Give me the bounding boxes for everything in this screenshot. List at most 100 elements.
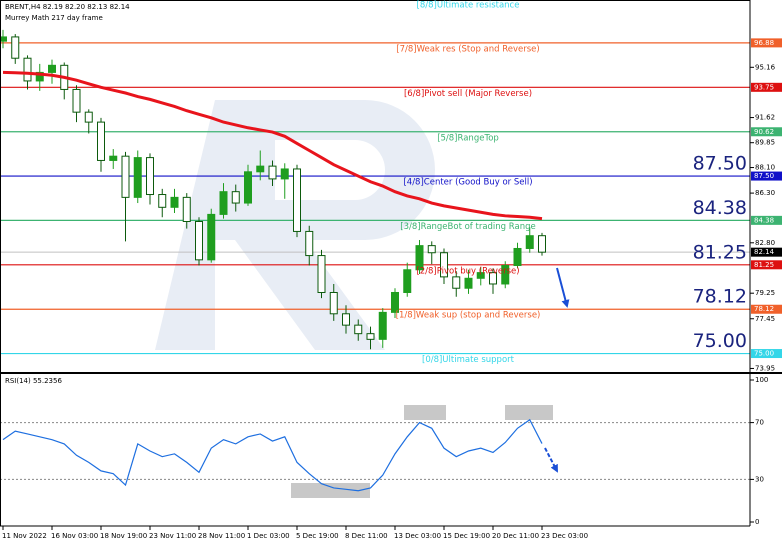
x-tick-label: 11 Nov 2022	[2, 532, 47, 540]
candle-body	[133, 157, 142, 198]
candle-body	[158, 194, 167, 208]
chart-subtitle: Murrey Math 217 day frame	[5, 14, 103, 22]
rsi-zone	[404, 405, 446, 420]
level-label: [4/8]Center (Good Buy or Sell)	[403, 178, 532, 188]
level-label: [8/8]Ultimate resistance	[417, 1, 520, 11]
candle-body	[207, 213, 216, 261]
candle-body	[415, 245, 424, 271]
y-tick-label: 82.80	[755, 239, 775, 247]
x-tick-label: 20 Dec 11:00	[492, 532, 539, 540]
y-tick-label: 88.10	[755, 164, 775, 172]
candle-body	[366, 333, 375, 340]
candle-body	[329, 291, 338, 315]
forecast-arrow	[544, 447, 558, 473]
level-price-label: 78.12	[754, 305, 774, 313]
candle-body	[476, 272, 485, 279]
x-tick-label: 13 Dec 03:00	[394, 532, 441, 540]
candle-body	[121, 155, 130, 198]
level-label: [2/8]Pivot buy (Reverse)	[416, 266, 519, 276]
x-tick-label: 23 Dec 03:00	[541, 532, 588, 540]
level-price-label: 93.75	[754, 83, 774, 91]
rsi-plot	[0, 405, 750, 498]
rsi-tick-label: 70	[755, 419, 764, 427]
candle-body	[182, 196, 191, 222]
rsi-zone	[291, 483, 370, 498]
level-big-label: 78.12	[693, 286, 747, 308]
level-big-label: 87.50	[693, 153, 747, 175]
rsi-tick-label: 100	[755, 376, 768, 384]
candle-body	[317, 255, 326, 293]
candle-body	[525, 235, 534, 249]
level-price-box	[751, 171, 782, 181]
candle-body	[11, 36, 20, 59]
candle-body	[293, 168, 301, 232]
candle-body	[427, 245, 436, 254]
candle-body	[109, 155, 118, 161]
rsi-line	[2, 418, 543, 492]
y-tick-label: 89.85	[755, 139, 775, 147]
candle-body	[72, 88, 81, 113]
candle-body	[84, 111, 93, 123]
last-price-box	[751, 247, 782, 257]
level-price-label: 96.88	[754, 39, 774, 47]
level-price-box	[751, 260, 782, 270]
x-tick-label: 23 Nov 11:00	[149, 532, 196, 540]
level-label: [0/8]Ultimate support	[422, 355, 515, 365]
last-price-label: 82.14	[754, 248, 775, 256]
candle-body	[97, 121, 105, 161]
y-tick-label: 86.30	[755, 189, 775, 197]
level-label: [7/8]Weak res (Stop and Reverse)	[396, 44, 539, 54]
level-big-label: 84.38	[693, 197, 747, 219]
candle-body	[280, 168, 289, 180]
x-tick-label: 15 Dec 19:00	[443, 532, 490, 540]
level-label: [1/8]Weak sup (stop and Reverse)	[396, 311, 541, 321]
candle-body	[538, 235, 546, 253]
y-tick-label: 77.45	[755, 315, 775, 323]
level-big-label: 81.25	[693, 241, 747, 263]
candle-body	[0, 36, 7, 42]
candle-body	[268, 165, 277, 180]
level-price-box	[751, 349, 782, 359]
price-plot	[0, 29, 750, 355]
candle-body	[342, 313, 350, 326]
candle-body	[513, 247, 522, 267]
level-big-label: 75.00	[693, 330, 747, 352]
level-price-label: 81.25	[754, 261, 774, 269]
candle-body	[305, 230, 314, 257]
x-tick-label: 1 Dec 03:00	[247, 532, 290, 540]
level-price-label: 84.38	[754, 216, 774, 224]
candle-body	[195, 220, 203, 261]
x-tick-label: 18 Nov 19:00	[100, 532, 147, 540]
level-price-box	[751, 82, 782, 92]
level-price-box	[751, 38, 782, 48]
x-tick-label: 8 Dec 11:00	[345, 532, 388, 540]
candle-body	[440, 252, 448, 278]
candle-body	[452, 276, 461, 289]
level-price-label: 87.50	[754, 172, 774, 180]
candle-body	[170, 196, 179, 208]
level-price-box	[751, 215, 782, 225]
candle-body	[146, 157, 154, 196]
candle-body	[35, 71, 44, 82]
candle-body	[489, 272, 497, 285]
y-tick-label: 95.16	[755, 63, 776, 71]
level-label: [3/8]RangeBot of trading Range	[400, 222, 535, 232]
x-tick-label: 5 Dec 19:00	[296, 532, 339, 540]
candle-body	[231, 191, 240, 204]
y-tick-label: 79.25	[755, 289, 775, 297]
overlay: BRENT,H4 82.19 82.20 82.13 82.14 Murrey …	[5, 1, 747, 473]
candle-body	[391, 291, 399, 313]
candle-body	[403, 269, 412, 293]
rsi-tick-label: 0	[755, 518, 759, 526]
level-price-label: 75.00	[754, 350, 774, 358]
level-price-box	[751, 304, 782, 314]
candle-body	[48, 64, 56, 73]
level-price-box	[751, 127, 782, 137]
candle-body	[256, 165, 265, 173]
y-tick-label: 91.62	[755, 114, 775, 122]
y-tick-label: 73.95	[755, 364, 775, 372]
